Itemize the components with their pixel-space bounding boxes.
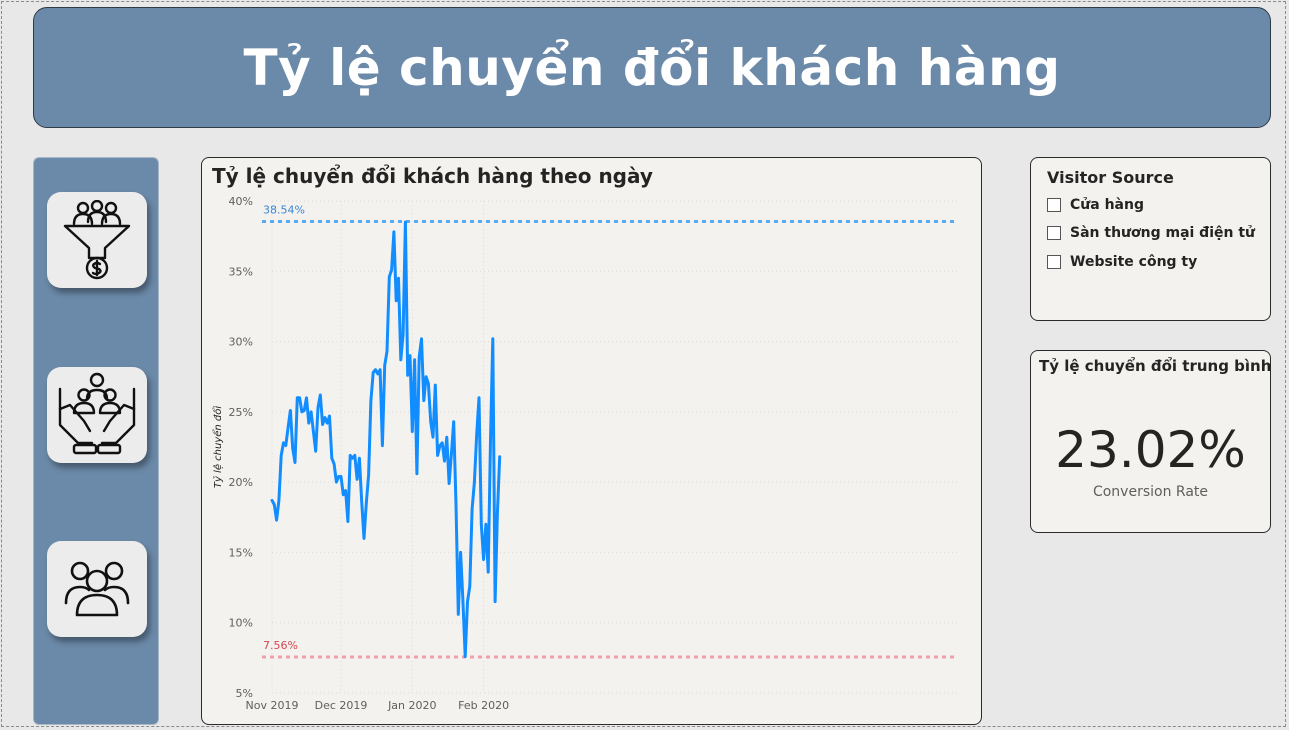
max-reference-label: 38.54% <box>263 204 305 217</box>
y-tick-label: 25% <box>229 406 253 419</box>
chart-title: Tỷ lệ chuyển đổi khách hàng theo ngày <box>212 164 653 188</box>
y-tick-label: 15% <box>229 546 253 559</box>
visitor-source-slicer: Visitor Source Cửa hàng Sàn thương mại đ… <box>1030 157 1271 321</box>
y-tick-label: 35% <box>229 265 253 278</box>
nav-button-users[interactable] <box>47 541 147 637</box>
kpi-card: Tỷ lệ chuyển đổi trung bình 23.02% Conve… <box>1030 350 1271 533</box>
checkbox[interactable] <box>1047 226 1061 240</box>
conversion-rate-series-line <box>270 220 502 658</box>
slicer-title: Visitor Source <box>1047 168 1174 187</box>
customer-care-hands-icon <box>58 372 136 455</box>
y-tick-label: 30% <box>229 336 253 349</box>
y-axis-title: Tỷ lệ chuyển đổi <box>211 406 224 489</box>
page-header: Tỷ lệ chuyển đổi khách hàng <box>33 7 1271 128</box>
nav-button-customer-care[interactable] <box>47 367 147 463</box>
y-tick-label: 10% <box>229 617 253 630</box>
kpi-value: 23.02% <box>1055 421 1246 479</box>
kpi-title: Tỷ lệ chuyển đổi trung bình <box>1039 357 1272 375</box>
line-chart: 5% 10% 15% 20% 25% 30% 35% 40% Nov 2019 Dec 2019 J… <box>211 195 957 712</box>
x-tick-label: Dec 2019 <box>315 699 368 712</box>
y-tick-label: 20% <box>229 476 253 489</box>
conversion-funnel-icon <box>63 200 131 280</box>
x-tick-label: Feb 2020 <box>458 699 509 712</box>
x-tick-label: Nov 2019 <box>246 699 299 712</box>
slicer-option-cua-hang[interactable]: Cửa hàng <box>1047 197 1144 213</box>
kpi-label: Conversion Rate <box>1092 484 1209 500</box>
checkbox[interactable] <box>1047 255 1061 269</box>
sidebar <box>33 157 159 725</box>
users-group-icon <box>64 561 130 617</box>
min-reference-label: 7.56% <box>263 639 298 652</box>
x-tick-label: Jan 2020 <box>387 699 436 712</box>
slicer-option-san-thuong-mai[interactable]: Sàn thương mại điện tử <box>1047 225 1255 241</box>
y-tick-label: 5% <box>236 687 253 700</box>
slicer-option-label: Sàn thương mại điện tử <box>1070 225 1256 241</box>
line-chart-panel: 5% 10% 15% 20% 25% 30% 35% 40% Nov 2019 Dec 2019 J… <box>201 157 982 725</box>
page-title: Tỷ lệ chuyển đổi khách hàng <box>243 38 1061 97</box>
nav-button-conversion[interactable] <box>47 192 147 288</box>
slicer-option-label: Cửa hàng <box>1070 197 1144 213</box>
slicer-option-website[interactable]: Website công ty <box>1047 254 1197 270</box>
y-tick-label: 40% <box>229 195 253 208</box>
slicer-option-label: Website công ty <box>1070 254 1198 270</box>
checkbox[interactable] <box>1047 198 1061 212</box>
